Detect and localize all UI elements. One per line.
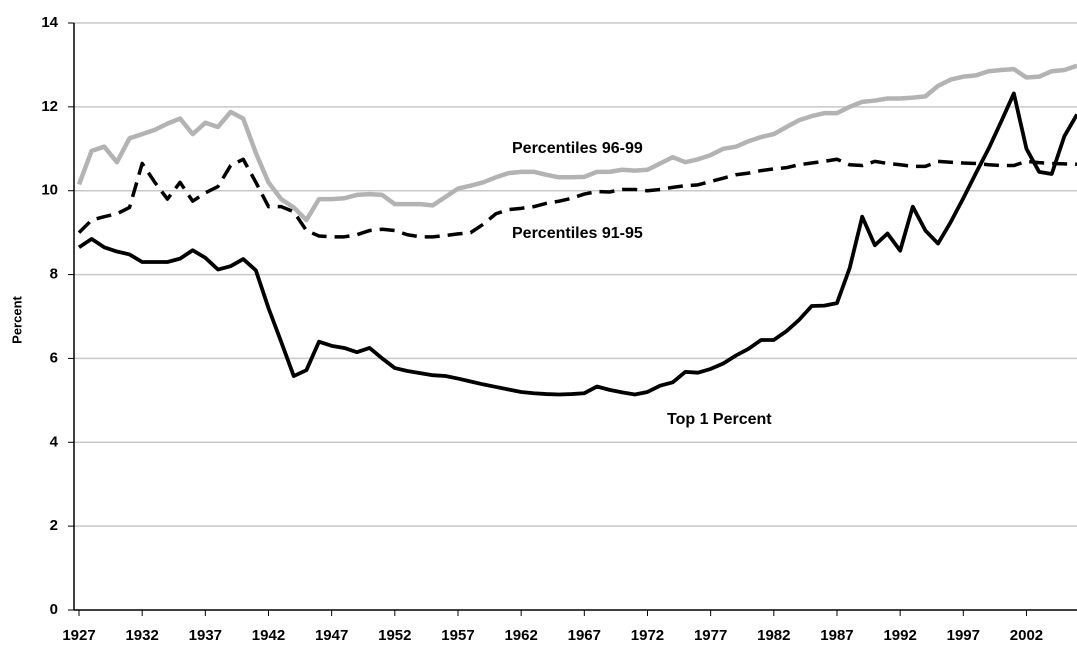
series-line [76,63,1077,223]
y-tick-label: 8 [50,266,58,283]
y-tick-label: 0 [50,601,58,618]
x-tick-label: 1992 [883,627,916,644]
x-tick-label: 1967 [568,627,601,644]
x-tick-label: 1927 [62,627,95,644]
x-tick-label: 1997 [947,627,980,644]
annotation: Percentiles 91-95 [512,225,643,242]
annotation: Percentiles 96-99 [512,140,643,157]
y-tick-label: 12 [41,98,58,115]
x-tick-label: 1982 [757,627,790,644]
x-tick-label: 1947 [315,627,348,644]
x-tick-label: 1957 [441,627,474,644]
y-axis-label: Percent [9,295,24,343]
series-line [77,157,1077,239]
y-tick-label: 2 [50,517,58,534]
series-line [77,91,1077,397]
y-tick-label: 4 [50,433,59,450]
x-tick-label: 1952 [378,627,411,644]
x-tick-label: 1942 [252,627,285,644]
y-tick-label: 10 [41,182,58,199]
x-tick-label: 1977 [694,627,727,644]
x-tick-label: 1962 [504,627,537,644]
x-tick-label: 1987 [820,627,853,644]
y-tick-label: 14 [41,14,58,31]
annotation: Top 1 Percent [667,411,772,428]
x-tick-label: 1972 [631,627,664,644]
x-tick-label: 2002 [1010,627,1043,644]
x-tick-label: 1932 [125,627,158,644]
x-tick-label: 1937 [189,627,222,644]
y-tick-label: 6 [50,349,58,366]
